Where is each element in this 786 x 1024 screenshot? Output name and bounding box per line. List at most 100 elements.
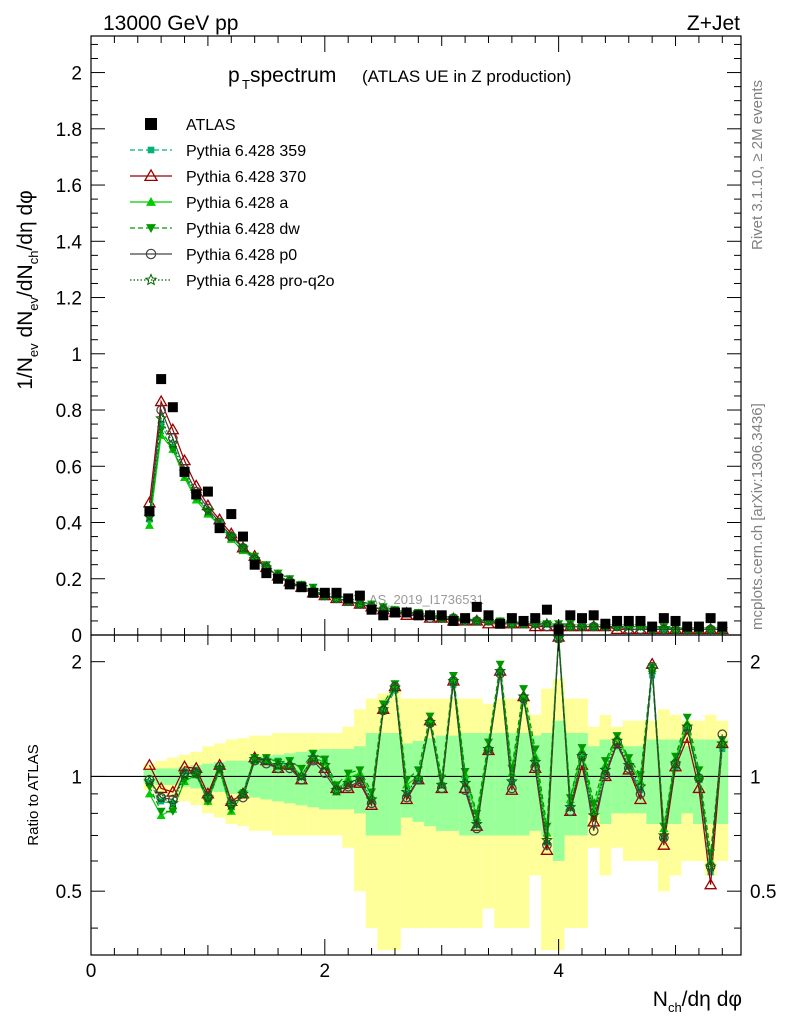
ratio-point <box>542 840 552 851</box>
ratio-point <box>459 776 472 789</box>
series-point <box>657 623 670 635</box>
series-point <box>704 623 717 635</box>
band-green <box>424 738 436 827</box>
svg-text:Nch/dη dφ: Nch/dη dφ <box>653 988 742 1015</box>
data-point <box>413 610 424 621</box>
band-green <box>365 733 378 836</box>
chart-title-paren: (ATLAS UE in Z production) <box>362 67 571 86</box>
ratio-point <box>565 806 576 817</box>
band-green <box>248 757 261 798</box>
ratio-point <box>273 758 283 767</box>
ratio-point <box>599 763 612 776</box>
ratio-point <box>213 762 226 774</box>
watermark: ATLAS_2019_I1736531 <box>346 592 484 607</box>
legend-marker <box>145 248 157 260</box>
y-tick-label: 1.2 <box>56 289 82 310</box>
data-point <box>682 621 693 632</box>
band-green <box>704 739 717 825</box>
ratio-point <box>401 792 412 803</box>
data-point <box>612 615 623 626</box>
ratio-point <box>261 758 272 769</box>
ratio-panel: 0.5 0.5 1 1 2 2 0 2 4 <box>56 634 776 982</box>
data-point <box>717 621 728 632</box>
band-green <box>599 739 612 825</box>
series-point <box>587 620 600 632</box>
ratio-point <box>588 825 599 836</box>
ratio-point <box>355 766 365 775</box>
ratio-point <box>296 764 306 773</box>
ratio-point <box>364 798 379 810</box>
data-point <box>577 613 588 624</box>
ratio-point <box>692 771 705 784</box>
band-green <box>611 746 623 814</box>
legend-item: Pythia 6.428 a <box>130 195 288 212</box>
series-point <box>261 561 271 570</box>
band-green <box>260 756 273 800</box>
data-point <box>401 607 412 618</box>
ratio-point <box>365 793 378 805</box>
y-tick-label: 0.4 <box>56 514 83 535</box>
ratio-series-pythia-6-428-dw <box>144 635 727 858</box>
data-point <box>179 466 190 477</box>
ratio-point <box>283 758 296 771</box>
ratio-point <box>530 751 540 760</box>
legend-item: Pythia 6.428 359 <box>130 143 306 160</box>
data-point <box>331 587 342 598</box>
band-green <box>552 720 565 861</box>
ratio-y-tick-label: 1 <box>71 767 82 788</box>
ratio-point <box>542 822 552 831</box>
y-tick-label: 2 <box>71 64 82 85</box>
ratio-point <box>682 723 693 733</box>
legend-marker <box>143 168 159 182</box>
ratio-point <box>495 660 505 669</box>
ratio-point <box>260 754 273 766</box>
ratio-point <box>577 744 587 753</box>
x-axis-title: Nch/dη dφ <box>653 988 742 1015</box>
ratio-point <box>377 703 390 715</box>
ratio-point <box>646 663 659 675</box>
ratio-point <box>517 690 530 702</box>
series-point <box>225 530 238 542</box>
ratio-point <box>716 737 729 749</box>
ratio-point <box>707 869 714 876</box>
ratio-point <box>669 757 682 769</box>
ratio-line <box>148 638 723 853</box>
series-point <box>367 600 377 609</box>
series-point <box>378 603 388 612</box>
data-point <box>284 579 295 590</box>
svg-text:1/Nev dNev/dNch/dη dφ: 1/Nev dNev/dNch/dη dφ <box>14 190 41 390</box>
data-point <box>565 610 576 621</box>
data-point <box>191 489 202 500</box>
band-green <box>529 735 542 831</box>
ratio-point <box>193 766 200 773</box>
ratio-point <box>201 791 214 803</box>
series-point <box>353 597 366 610</box>
ratio-point <box>353 771 366 784</box>
ratio-point <box>542 828 552 837</box>
ratio-point <box>633 792 648 805</box>
series-point <box>167 433 178 443</box>
y-tick-label: 0.2 <box>56 570 82 591</box>
legend-item: ATLAS <box>145 117 236 134</box>
data-point <box>156 374 167 385</box>
legend-marker <box>144 273 158 286</box>
x-tick-label: 4 <box>553 961 564 982</box>
legend-label: Pythia 6.428 370 <box>186 169 306 186</box>
chart-title-main: p <box>228 64 240 87</box>
ratio-point <box>142 758 157 770</box>
ratio-point <box>225 798 238 811</box>
ratio-point <box>462 778 469 785</box>
band-green <box>283 753 296 804</box>
ratio-point <box>415 778 422 785</box>
band-green <box>587 746 600 814</box>
ratio-point <box>622 758 635 771</box>
legend-marker <box>146 197 156 206</box>
ratio-point <box>249 755 260 766</box>
ratio-point <box>447 674 460 687</box>
band-green <box>237 760 249 794</box>
x-tick-label: 2 <box>320 961 331 982</box>
ratio-point <box>529 755 542 768</box>
y-tick-label: 0.8 <box>56 401 82 422</box>
legend-marker <box>147 146 155 154</box>
